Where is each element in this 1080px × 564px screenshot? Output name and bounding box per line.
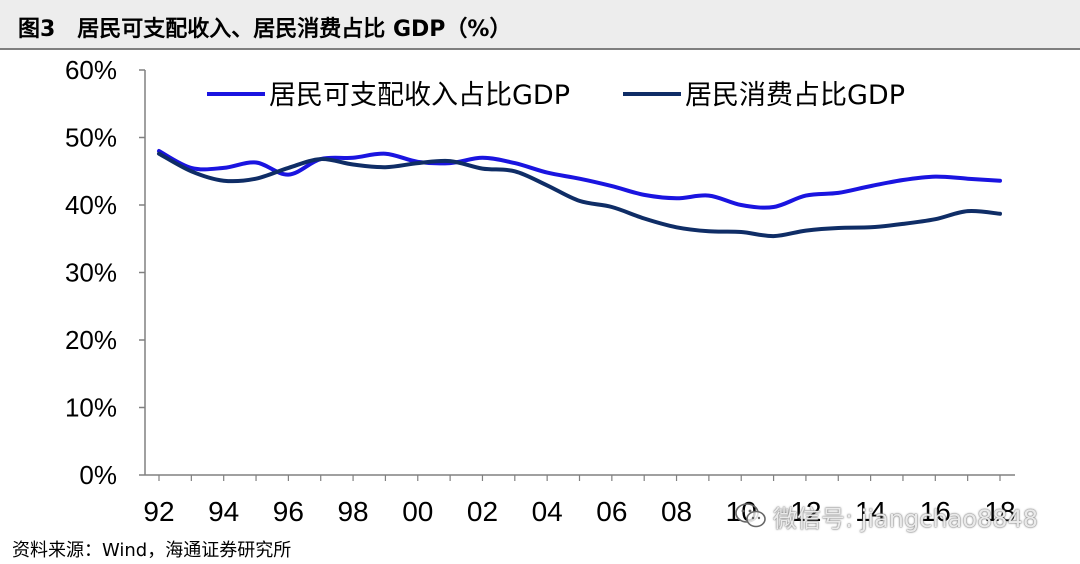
x-tick-label: 92 xyxy=(143,496,174,527)
series-line-2 xyxy=(157,151,1002,239)
y-tick-label: 0% xyxy=(79,460,117,490)
wechat-icon xyxy=(735,503,766,528)
source-note: 资料来源：Wind，海通证券研究所 xyxy=(12,540,292,561)
y-tick-label: 20% xyxy=(65,325,117,355)
y-tick-label: 30% xyxy=(65,258,117,288)
x-tick-label: 06 xyxy=(596,496,627,527)
watermark: 微信号: jiangchao8848 xyxy=(735,498,1038,534)
x-tick-label: 12 xyxy=(790,496,821,527)
y-tick-label: 60% xyxy=(65,55,117,85)
series-lines xyxy=(157,149,1002,239)
x-tick-label: 02 xyxy=(467,496,498,527)
x-tick-label: 04 xyxy=(532,496,563,527)
legend-label-2: 居民消费占比GDP xyxy=(685,80,905,111)
y-tick-label: 50% xyxy=(65,123,117,153)
y-tick-label: 40% xyxy=(65,190,117,220)
x-tick-label: 18 xyxy=(984,496,1015,527)
x-tick-label: 00 xyxy=(402,496,433,527)
y-axis-tick-labels: 0% 10% 20% 30% 40% 50% 60% xyxy=(65,55,117,490)
x-tick-label: 96 xyxy=(273,496,304,527)
x-tick-label: 14 xyxy=(855,496,886,527)
watermark-text: 微信号: jiangchao8848 xyxy=(773,504,1039,533)
x-tick-label: 08 xyxy=(661,496,692,527)
x-tick-label: 94 xyxy=(208,496,239,527)
legend: 居民可支配收入占比GDP 居民消费占比GDP xyxy=(207,80,905,111)
figure-title: 图3 居民可支配收入、居民消费占比 GDP（%） xyxy=(18,17,512,42)
x-tick-label: 16 xyxy=(920,496,951,527)
x-tick-label: 98 xyxy=(337,496,368,527)
axes xyxy=(139,69,1015,481)
legend-label-1: 居民可支配收入占比GDP xyxy=(269,80,570,111)
x-axis-tick-labels: 92 94 96 98 00 02 04 06 08 10 12 14 16 18 xyxy=(143,496,1015,527)
y-tick-label: 10% xyxy=(65,393,117,423)
series-line-1 xyxy=(157,149,1002,210)
figure-header: 图3 居民可支配收入、居民消费占比 GDP（%） xyxy=(0,0,1080,50)
line-chart: 0% 10% 20% 30% 40% 50% 60% 92 94 96 98 00 02 04 06 08 1… xyxy=(65,55,1016,527)
